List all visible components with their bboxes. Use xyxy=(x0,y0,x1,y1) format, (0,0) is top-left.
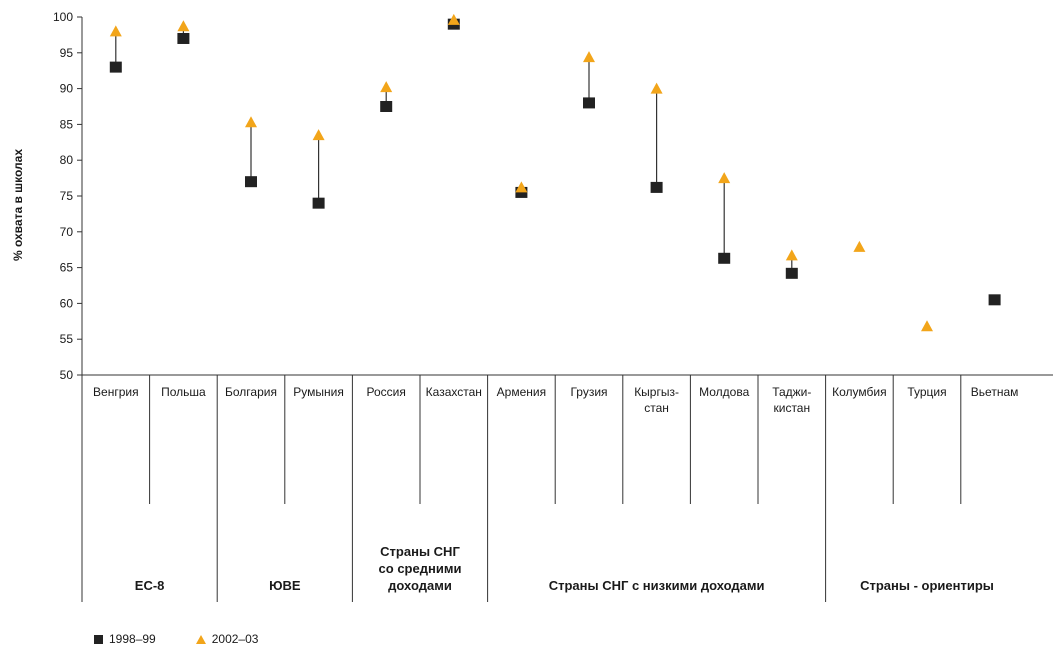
data-marks xyxy=(109,13,1001,332)
square-marker-icon xyxy=(94,634,103,644)
marker-1998-99 xyxy=(109,61,122,73)
y-tick-label: 95 xyxy=(60,46,74,60)
category-label: Казахстан xyxy=(426,385,482,399)
group-labels: ЕС-8 ЮВЕ Страны СНГ со средними доходами Стра… xyxy=(135,544,994,593)
y-tick-label: 100 xyxy=(53,10,73,24)
marker-2002-03 xyxy=(921,320,933,332)
category-labels: Венгрия Польша Болгария Румыния Россия Казахс… xyxy=(93,385,1018,415)
marker-1998-99 xyxy=(988,294,1001,306)
category-label: Турция xyxy=(907,385,946,399)
marker-2002-03 xyxy=(650,82,663,94)
y-tick-label: 65 xyxy=(60,261,74,275)
y-tick-label: 60 xyxy=(60,296,74,310)
category-label: Польша xyxy=(161,385,206,399)
category-label: Колумбия xyxy=(832,385,886,399)
category-label: Таджи-кистан xyxy=(772,385,811,415)
category-label: Венгрия xyxy=(93,385,139,399)
marker-2002-03 xyxy=(380,81,393,93)
category-dividers xyxy=(82,374,1053,602)
marker-1998-99 xyxy=(718,252,731,264)
legend-label: 2002–03 xyxy=(211,632,259,646)
y-tick-label: 55 xyxy=(60,332,74,346)
y-tick-label: 80 xyxy=(60,153,74,167)
marker-1998-99 xyxy=(583,97,595,109)
category-label: Россия xyxy=(367,385,406,399)
y-tick-label: 85 xyxy=(60,117,74,131)
category-label: Болгария xyxy=(225,385,277,399)
category-label: Кыргыз-стан xyxy=(634,385,679,415)
marker-1998-99 xyxy=(312,197,325,209)
marker-2002-03 xyxy=(515,181,528,193)
marker-2002-03 xyxy=(109,25,122,37)
marker-1998-99 xyxy=(380,101,393,112)
marker-1998-99 xyxy=(177,32,190,44)
category-label: Молдова xyxy=(699,385,749,399)
y-axis-label: % охвата в школах xyxy=(11,149,25,261)
group-label: ЕС-8 xyxy=(135,578,165,593)
marker-1998-99 xyxy=(785,267,798,279)
category-label: Грузия xyxy=(570,385,607,399)
connectors xyxy=(115,19,793,274)
marker-2002-03 xyxy=(312,129,325,141)
group-label: Страны - ориентиры xyxy=(860,578,994,593)
marker-1998-99 xyxy=(515,186,528,198)
legend-item-2002-03: 2002–03 xyxy=(195,632,259,646)
marker-1998-99 xyxy=(245,176,257,188)
legend: 1998–99 2002–03 xyxy=(94,632,258,646)
legend-label: 1998–99 xyxy=(109,632,156,646)
category-label: Армения xyxy=(497,385,546,399)
group-label: Страны СНГ с низкими доходами xyxy=(549,578,765,593)
triangle-marker-icon xyxy=(195,634,206,644)
marker-2002-03 xyxy=(853,240,866,252)
marker-2002-03 xyxy=(447,13,460,25)
category-label: Румыния xyxy=(293,385,344,399)
y-tick-label: 70 xyxy=(60,225,74,239)
marker-2002-03 xyxy=(785,249,798,261)
legend-item-1998-99: 1998–99 xyxy=(94,632,156,646)
marker-2002-03 xyxy=(583,51,595,63)
marker-2002-03 xyxy=(177,20,190,32)
group-label: ЮВЕ xyxy=(269,578,301,593)
y-axis: 50 55 60 65 70 75 80 85 90 95 100 xyxy=(53,10,83,602)
y-tick-label: 90 xyxy=(60,82,74,96)
category-label: Вьетнам xyxy=(971,385,1019,399)
marker-1998-99 xyxy=(650,181,663,193)
marker-2002-03 xyxy=(245,116,257,128)
group-label: Страны СНГ со средними доходами xyxy=(379,544,462,593)
y-tick-label: 50 xyxy=(60,368,74,382)
chart: 50 55 60 65 70 75 80 85 90 95 100 Венгрия Польша Бол… xyxy=(11,10,1053,602)
y-tick-label: 75 xyxy=(60,189,74,203)
marker-2002-03 xyxy=(718,172,731,184)
